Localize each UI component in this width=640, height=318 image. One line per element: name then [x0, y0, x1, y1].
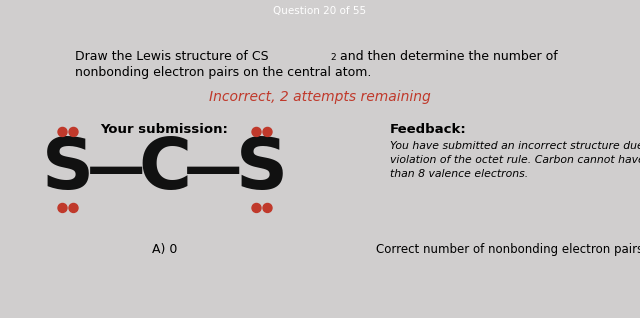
Text: violation of the octet rule. Carbon cannot have less: violation of the octet rule. Carbon cann… — [390, 155, 640, 165]
Circle shape — [263, 128, 272, 136]
Circle shape — [252, 128, 261, 136]
Text: A) 0: A) 0 — [152, 243, 178, 256]
Circle shape — [58, 204, 67, 212]
Text: —: — — [87, 142, 146, 198]
Circle shape — [69, 204, 78, 212]
Text: C: C — [138, 135, 191, 204]
Text: Your submission:: Your submission: — [100, 123, 228, 136]
Text: Feedback:: Feedback: — [390, 123, 467, 136]
Text: S: S — [42, 135, 94, 204]
Circle shape — [252, 204, 261, 212]
Text: nonbonding electron pairs on the central atom.: nonbonding electron pairs on the central… — [75, 66, 371, 79]
Text: 2: 2 — [330, 53, 335, 62]
Text: You have submitted an incorrect structure due to a: You have submitted an incorrect structur… — [390, 141, 640, 151]
Circle shape — [263, 204, 272, 212]
Text: than 8 valence electrons.: than 8 valence electrons. — [390, 169, 528, 179]
Text: and then determine the number of: and then determine the number of — [336, 50, 557, 63]
Circle shape — [58, 128, 67, 136]
Text: —: — — [184, 142, 243, 198]
Text: Correct number of nonbonding electron pairs: Correct number of nonbonding electron pa… — [376, 243, 640, 256]
Text: Incorrect, 2 attempts remaining: Incorrect, 2 attempts remaining — [209, 90, 431, 104]
Text: S: S — [236, 135, 288, 204]
Text: Draw the Lewis structure of CS: Draw the Lewis structure of CS — [75, 50, 269, 63]
Text: Question 20 of 55: Question 20 of 55 — [273, 6, 367, 17]
Circle shape — [69, 128, 78, 136]
